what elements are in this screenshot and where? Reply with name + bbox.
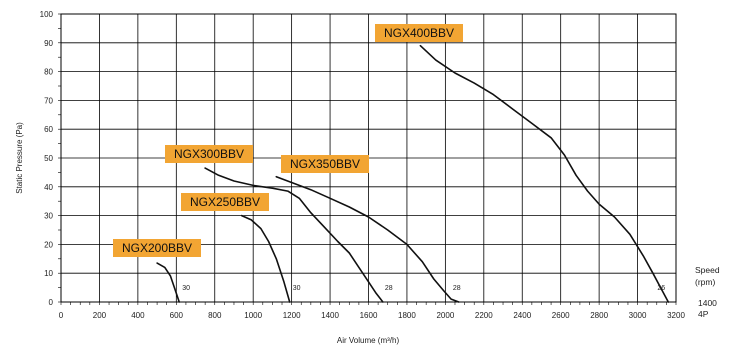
speed-label: 26 — [657, 285, 665, 292]
plot-frame — [60, 13, 677, 303]
chart-series: 30 NGX200BBV 30 NGX250BBV 28 NGX300BBV 28 NGX35… — [113, 24, 670, 303]
y-tick-label: 40 — [44, 183, 53, 192]
y-tick-label: 60 — [44, 125, 53, 134]
x-tick-label: 600 — [170, 311, 184, 320]
series-label-box — [113, 239, 201, 257]
y-tick-label: 50 — [44, 154, 53, 163]
series-label-box — [181, 193, 269, 211]
series-label: NGX250BBV — [190, 195, 260, 209]
speed-title: Speed — [695, 265, 720, 275]
y-tick-label: 90 — [44, 39, 53, 48]
series-line — [419, 44, 670, 303]
series-NGX400BBV: 26 NGX400BBV — [375, 24, 670, 303]
x-tick-label: 0 — [59, 311, 64, 320]
series-line — [275, 175, 460, 303]
x-tick-label: 2000 — [436, 311, 454, 320]
y-tick-label: 20 — [44, 240, 53, 249]
speed-label: 30 — [293, 285, 301, 292]
series-label: NGX350BBV — [290, 157, 360, 171]
series-NGX350BBV: 28 NGX350BBV — [275, 155, 461, 303]
x-tick-label: 200 — [93, 311, 107, 320]
x-axis-title: Air Volume (m³/h) — [337, 336, 400, 345]
y-tick-label: 10 — [44, 269, 53, 278]
series-NGX200BBV: 30 NGX200BBV — [113, 239, 201, 303]
series-label-box — [165, 145, 253, 163]
x-tick-label: 1600 — [360, 311, 378, 320]
y-tick-label: 100 — [40, 10, 54, 19]
series-NGX250BBV: 30 NGX250BBV — [181, 193, 301, 303]
x-tick-label: 3000 — [629, 311, 647, 320]
series-label-box — [375, 24, 463, 42]
x-tick-label: 2800 — [590, 311, 608, 320]
series-label: NGX400BBV — [384, 26, 454, 40]
x-tick-label: 2400 — [513, 311, 531, 320]
y-tick-label: 70 — [44, 96, 53, 105]
speed-label: 30 — [182, 285, 190, 292]
rpm-value: 1400 — [698, 298, 717, 308]
series-line — [240, 214, 291, 303]
x-tick-label: 400 — [131, 311, 145, 320]
series-label: NGX300BBV — [174, 147, 244, 161]
x-tick-label: 1400 — [321, 311, 339, 320]
x-tick-label: 3200 — [667, 311, 685, 320]
series-label-box — [281, 155, 369, 173]
chart-axes — [58, 13, 677, 305]
x-tick-labels: 0 200 400 600 800 1000 1200 1400 1600 1800 2000 220… — [59, 311, 686, 320]
x-tick-label: 800 — [208, 311, 222, 320]
speed-label: 28 — [453, 285, 461, 292]
x-tick-label: 1000 — [244, 311, 262, 320]
y-tick-labels: 0 10 20 30 40 50 60 70 80 90 100 — [40, 10, 54, 307]
speed-label: 28 — [385, 285, 393, 292]
series-label: NGX200BBV — [122, 241, 192, 255]
x-tick-label: 1200 — [283, 311, 301, 320]
y-tick-label: 30 — [44, 212, 53, 221]
series-NGX300BBV: 28 NGX300BBV — [165, 145, 393, 303]
y-tick-label: 0 — [49, 298, 54, 307]
pole-label: 4P — [698, 309, 709, 319]
x-tick-label: 2600 — [552, 311, 570, 320]
x-tick-label: 1800 — [398, 311, 416, 320]
speed-unit: (rpm) — [695, 277, 715, 287]
y-tick-label: 80 — [44, 68, 53, 77]
series-line — [156, 262, 180, 303]
series-line — [204, 167, 384, 303]
x-tick-label: 2200 — [475, 311, 493, 320]
y-axis-title: Static Pressure (Pa) — [15, 122, 24, 194]
